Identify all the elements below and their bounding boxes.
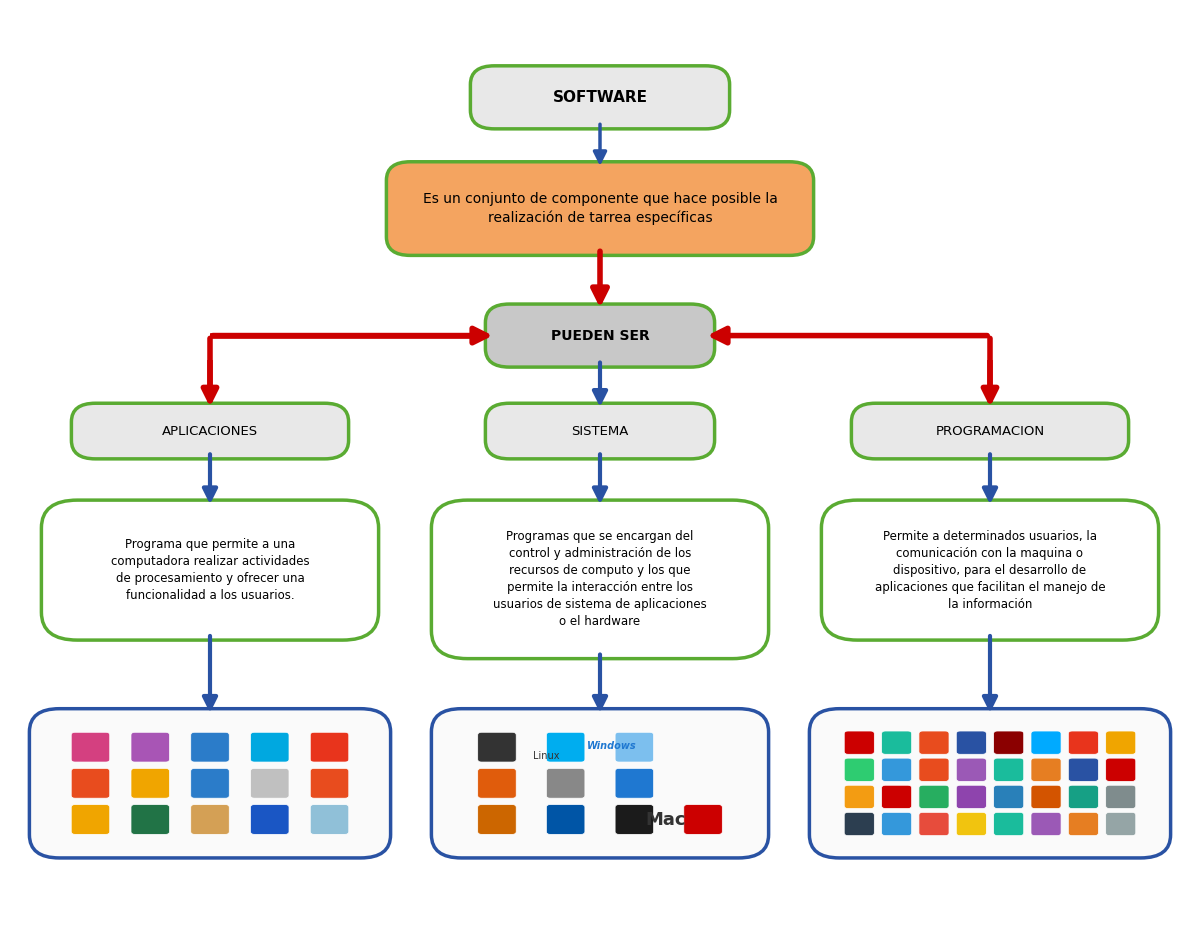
FancyBboxPatch shape	[821, 501, 1159, 641]
FancyBboxPatch shape	[30, 709, 391, 858]
FancyBboxPatch shape	[478, 768, 516, 798]
FancyBboxPatch shape	[41, 501, 379, 641]
Text: SISTEMA: SISTEMA	[571, 425, 629, 438]
FancyBboxPatch shape	[994, 812, 1024, 835]
FancyBboxPatch shape	[994, 758, 1024, 781]
FancyBboxPatch shape	[131, 805, 169, 834]
FancyBboxPatch shape	[191, 805, 229, 834]
FancyBboxPatch shape	[851, 403, 1128, 459]
Text: Programa que permite a una
computadora realizar actividades
de procesamiento y o: Programa que permite a una computadora r…	[110, 538, 310, 603]
FancyBboxPatch shape	[432, 709, 769, 858]
FancyBboxPatch shape	[485, 403, 714, 459]
FancyBboxPatch shape	[994, 785, 1024, 808]
FancyBboxPatch shape	[1031, 731, 1061, 755]
FancyBboxPatch shape	[809, 709, 1171, 858]
FancyBboxPatch shape	[251, 732, 289, 762]
FancyBboxPatch shape	[616, 768, 654, 798]
FancyBboxPatch shape	[1105, 731, 1135, 755]
FancyBboxPatch shape	[845, 785, 875, 808]
FancyBboxPatch shape	[311, 768, 349, 798]
Text: APLICACIONES: APLICACIONES	[162, 425, 258, 438]
FancyBboxPatch shape	[1105, 812, 1135, 835]
FancyBboxPatch shape	[1068, 758, 1098, 781]
FancyBboxPatch shape	[684, 805, 722, 834]
FancyBboxPatch shape	[131, 768, 169, 798]
FancyBboxPatch shape	[1105, 785, 1135, 808]
Text: Programas que se encargan del
control y administración de los
recursos de comput: Programas que se encargan del control y …	[493, 530, 707, 629]
FancyBboxPatch shape	[956, 812, 986, 835]
FancyBboxPatch shape	[956, 785, 986, 808]
FancyBboxPatch shape	[131, 732, 169, 762]
FancyBboxPatch shape	[1031, 785, 1061, 808]
FancyBboxPatch shape	[251, 805, 289, 834]
Text: SOFTWARE: SOFTWARE	[552, 90, 648, 105]
FancyBboxPatch shape	[470, 66, 730, 129]
FancyBboxPatch shape	[882, 731, 912, 755]
FancyBboxPatch shape	[919, 731, 949, 755]
FancyBboxPatch shape	[919, 812, 949, 835]
Text: PROGRAMACION: PROGRAMACION	[936, 425, 1044, 438]
FancyBboxPatch shape	[882, 785, 912, 808]
FancyBboxPatch shape	[191, 732, 229, 762]
FancyBboxPatch shape	[845, 758, 875, 781]
FancyBboxPatch shape	[616, 805, 654, 834]
FancyBboxPatch shape	[882, 812, 912, 835]
Text: PUEDEN SER: PUEDEN SER	[551, 328, 649, 343]
FancyBboxPatch shape	[72, 403, 348, 459]
FancyBboxPatch shape	[311, 732, 349, 762]
FancyBboxPatch shape	[71, 768, 109, 798]
FancyBboxPatch shape	[1068, 812, 1098, 835]
FancyBboxPatch shape	[71, 732, 109, 762]
FancyBboxPatch shape	[478, 805, 516, 834]
Text: Linux: Linux	[533, 751, 559, 760]
FancyBboxPatch shape	[956, 731, 986, 755]
FancyBboxPatch shape	[71, 805, 109, 834]
FancyBboxPatch shape	[1031, 812, 1061, 835]
FancyBboxPatch shape	[1105, 758, 1135, 781]
FancyBboxPatch shape	[478, 732, 516, 762]
FancyBboxPatch shape	[546, 732, 584, 762]
FancyBboxPatch shape	[1068, 731, 1098, 755]
FancyBboxPatch shape	[1068, 785, 1098, 808]
FancyBboxPatch shape	[386, 161, 814, 256]
FancyBboxPatch shape	[546, 768, 584, 798]
FancyBboxPatch shape	[311, 805, 349, 834]
FancyBboxPatch shape	[919, 758, 949, 781]
Text: Windows: Windows	[587, 742, 637, 751]
FancyBboxPatch shape	[882, 758, 912, 781]
FancyBboxPatch shape	[956, 758, 986, 781]
FancyBboxPatch shape	[485, 304, 714, 367]
FancyBboxPatch shape	[191, 768, 229, 798]
FancyBboxPatch shape	[251, 768, 289, 798]
Text: Permite a determinados usuarios, la
comunicación con la maquina o
dispositivo, p: Permite a determinados usuarios, la comu…	[875, 529, 1105, 611]
FancyBboxPatch shape	[994, 731, 1024, 755]
Text: Mac: Mac	[646, 811, 686, 830]
FancyBboxPatch shape	[616, 732, 654, 762]
FancyBboxPatch shape	[546, 805, 584, 834]
FancyBboxPatch shape	[432, 501, 769, 659]
Text: Es un conjunto de componente que hace posible la
realización de tarrea específic: Es un conjunto de componente que hace po…	[422, 192, 778, 225]
FancyBboxPatch shape	[1031, 758, 1061, 781]
FancyBboxPatch shape	[845, 731, 875, 755]
FancyBboxPatch shape	[845, 812, 875, 835]
FancyBboxPatch shape	[919, 785, 949, 808]
